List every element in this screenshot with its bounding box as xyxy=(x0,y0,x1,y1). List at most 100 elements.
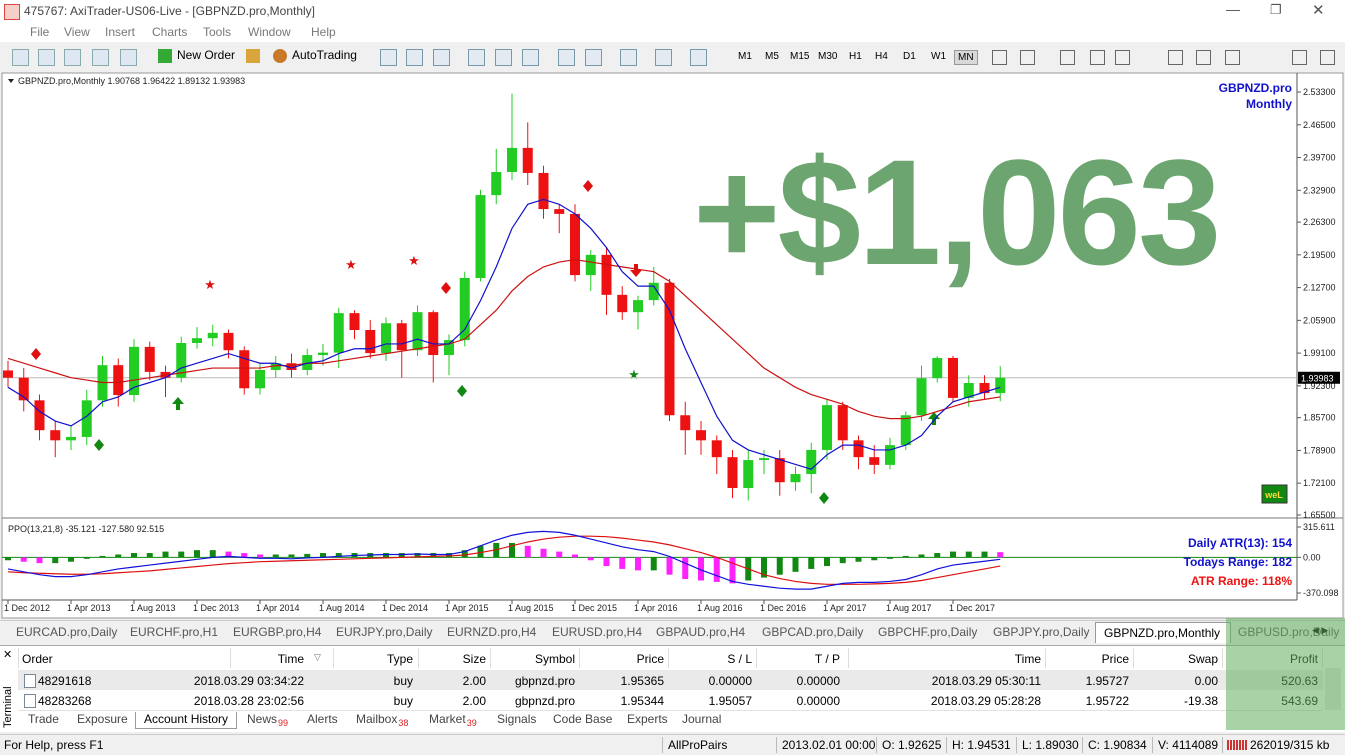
candle-body xyxy=(507,147,517,172)
column-header[interactable]: Price xyxy=(636,652,664,666)
toolbar-icon[interactable] xyxy=(522,49,539,66)
new-order-button[interactable]: New Order xyxy=(177,48,236,62)
symbol-tab[interactable]: EURUSD.pro,H4 xyxy=(552,625,643,639)
toolbar-icon[interactable] xyxy=(158,49,172,63)
toolbar-icon[interactable] xyxy=(273,49,287,63)
candle-body xyxy=(491,171,502,196)
toolbar-icon[interactable] xyxy=(1196,50,1211,65)
toolbar-icon[interactable] xyxy=(38,49,55,66)
toolbar-icon[interactable] xyxy=(246,49,260,63)
column-header[interactable]: Order xyxy=(22,652,53,666)
toolbar-icon[interactable] xyxy=(1225,50,1240,65)
minimize-button[interactable]: — xyxy=(1226,1,1240,17)
histogram-bar xyxy=(5,557,11,561)
toolbar-icon[interactable] xyxy=(655,49,672,66)
histogram-bar xyxy=(36,557,43,564)
toolbar-icon[interactable] xyxy=(433,49,450,66)
menu-item[interactable]: Window xyxy=(248,25,291,39)
column-header[interactable]: Time xyxy=(277,652,304,666)
menu-item[interactable]: Insert xyxy=(105,25,136,39)
close-button[interactable]: ✕ xyxy=(1312,2,1325,19)
symbol-tab[interactable]: GBPNZD.pro,Monthly xyxy=(1095,622,1232,643)
toolbar-icon[interactable] xyxy=(120,49,137,66)
toolbar-icon[interactable] xyxy=(1060,50,1075,65)
terminal-tab[interactable]: Account History xyxy=(135,712,238,729)
status-divider xyxy=(1016,737,1017,753)
symbol-tab[interactable]: GBPJPY.pro,Daily xyxy=(993,625,1090,639)
terminal-tab[interactable]: Experts xyxy=(627,712,668,726)
table-row[interactable] xyxy=(18,690,1323,711)
column-header[interactable]: Size xyxy=(462,652,486,666)
candle-body xyxy=(585,254,596,276)
timeframe-button[interactable]: MN xyxy=(954,50,978,65)
symbol-tab[interactable]: EURJPY.pro,Daily xyxy=(336,625,433,639)
toolbar-icon[interactable] xyxy=(406,49,423,66)
column-header[interactable]: S / L xyxy=(727,652,752,666)
terminal-tab[interactable]: Alerts xyxy=(307,712,338,726)
symbol-tab[interactable]: GBPCAD.pro,Daily xyxy=(762,625,864,639)
toolbar-icon[interactable] xyxy=(64,49,81,66)
timeframe-button[interactable]: M15 xyxy=(790,51,810,62)
column-header[interactable]: T / P xyxy=(814,652,840,666)
symbol-tab[interactable]: EURCHF.pro,H1 xyxy=(130,625,219,639)
timeframe-button[interactable]: H4 xyxy=(875,51,888,62)
menu-item[interactable]: Charts xyxy=(152,25,188,39)
symbol-tab[interactable]: EURCAD.pro,Daily xyxy=(16,625,118,639)
terminal-tab[interactable]: Signals xyxy=(497,712,537,726)
terminal-tab[interactable]: Exposure xyxy=(77,712,128,726)
toolbar-icon[interactable] xyxy=(558,49,575,66)
menu-item[interactable]: File xyxy=(30,25,50,39)
toolbar-icon[interactable] xyxy=(992,50,1007,65)
toolbar-icon[interactable] xyxy=(1115,50,1130,65)
toolbar-icon[interactable] xyxy=(1320,50,1335,65)
terminal-tab[interactable]: Mailbox38 xyxy=(356,712,409,728)
timeframe-button[interactable]: H1 xyxy=(849,51,862,62)
timeframe-button[interactable]: M1 xyxy=(738,51,752,62)
candle-body xyxy=(255,369,265,389)
histogram-bar xyxy=(225,551,232,558)
column-header[interactable]: Swap xyxy=(1187,652,1218,666)
symbol-tab[interactable]: EURNZD.pro,H4 xyxy=(447,625,537,639)
toolbar-icon[interactable] xyxy=(1168,50,1183,65)
toolbar-icon[interactable] xyxy=(468,49,485,66)
toolbar-icon[interactable] xyxy=(690,49,707,66)
column-divider xyxy=(756,648,757,668)
table-cell: 2018.03.29 03:34:22 xyxy=(193,674,304,688)
toolbar-icon[interactable] xyxy=(1292,50,1307,65)
menu-item[interactable]: Tools xyxy=(203,25,232,39)
candle-body xyxy=(538,172,549,210)
toolbar-icon[interactable] xyxy=(12,49,29,66)
candle-body xyxy=(50,430,61,441)
candle-body xyxy=(617,294,628,313)
toolbar-icon[interactable] xyxy=(495,49,512,66)
timeframe-button[interactable]: D1 xyxy=(903,51,916,62)
terminal-tab[interactable]: News99 xyxy=(247,712,289,728)
symbol-tab[interactable]: EURGBP.pro,H4 xyxy=(233,625,322,639)
timeframe-button[interactable]: M5 xyxy=(765,51,779,62)
toolbar-icon[interactable] xyxy=(585,49,602,66)
symbol-tab[interactable]: GBPAUD.pro,H4 xyxy=(656,625,746,639)
column-header[interactable]: Time xyxy=(1014,652,1041,666)
menu-item[interactable]: Help xyxy=(311,25,336,39)
toolbar-icon[interactable] xyxy=(620,49,637,66)
column-header[interactable]: Type xyxy=(386,652,413,666)
connection-icon xyxy=(1227,740,1247,750)
toolbar-icon[interactable] xyxy=(1020,50,1035,65)
terminal-tab[interactable]: Code Base xyxy=(553,712,613,726)
menu-item[interactable]: View xyxy=(64,25,90,39)
terminal-tab[interactable]: Trade xyxy=(28,712,59,726)
symbol-tab[interactable]: GBPCHF.pro,Daily xyxy=(878,625,978,639)
column-header[interactable]: Price xyxy=(1101,652,1129,666)
toolbar-icon[interactable] xyxy=(92,49,109,66)
terminal-tab[interactable]: Journal xyxy=(682,712,722,726)
terminal-close[interactable]: ✕ xyxy=(3,649,13,661)
timeframe-button[interactable]: W1 xyxy=(931,51,946,62)
toolbar-icon[interactable] xyxy=(380,49,397,66)
terminal-tab[interactable]: Market39 xyxy=(429,712,477,728)
toolbar-icon[interactable] xyxy=(1090,50,1105,65)
timeframe-button[interactable]: M30 xyxy=(818,51,838,62)
column-header[interactable]: Symbol xyxy=(534,652,575,666)
restore-button[interactable]: ❐ xyxy=(1270,2,1282,17)
auto-trading-button[interactable]: AutoTrading xyxy=(292,48,357,62)
candle-body xyxy=(932,357,943,379)
